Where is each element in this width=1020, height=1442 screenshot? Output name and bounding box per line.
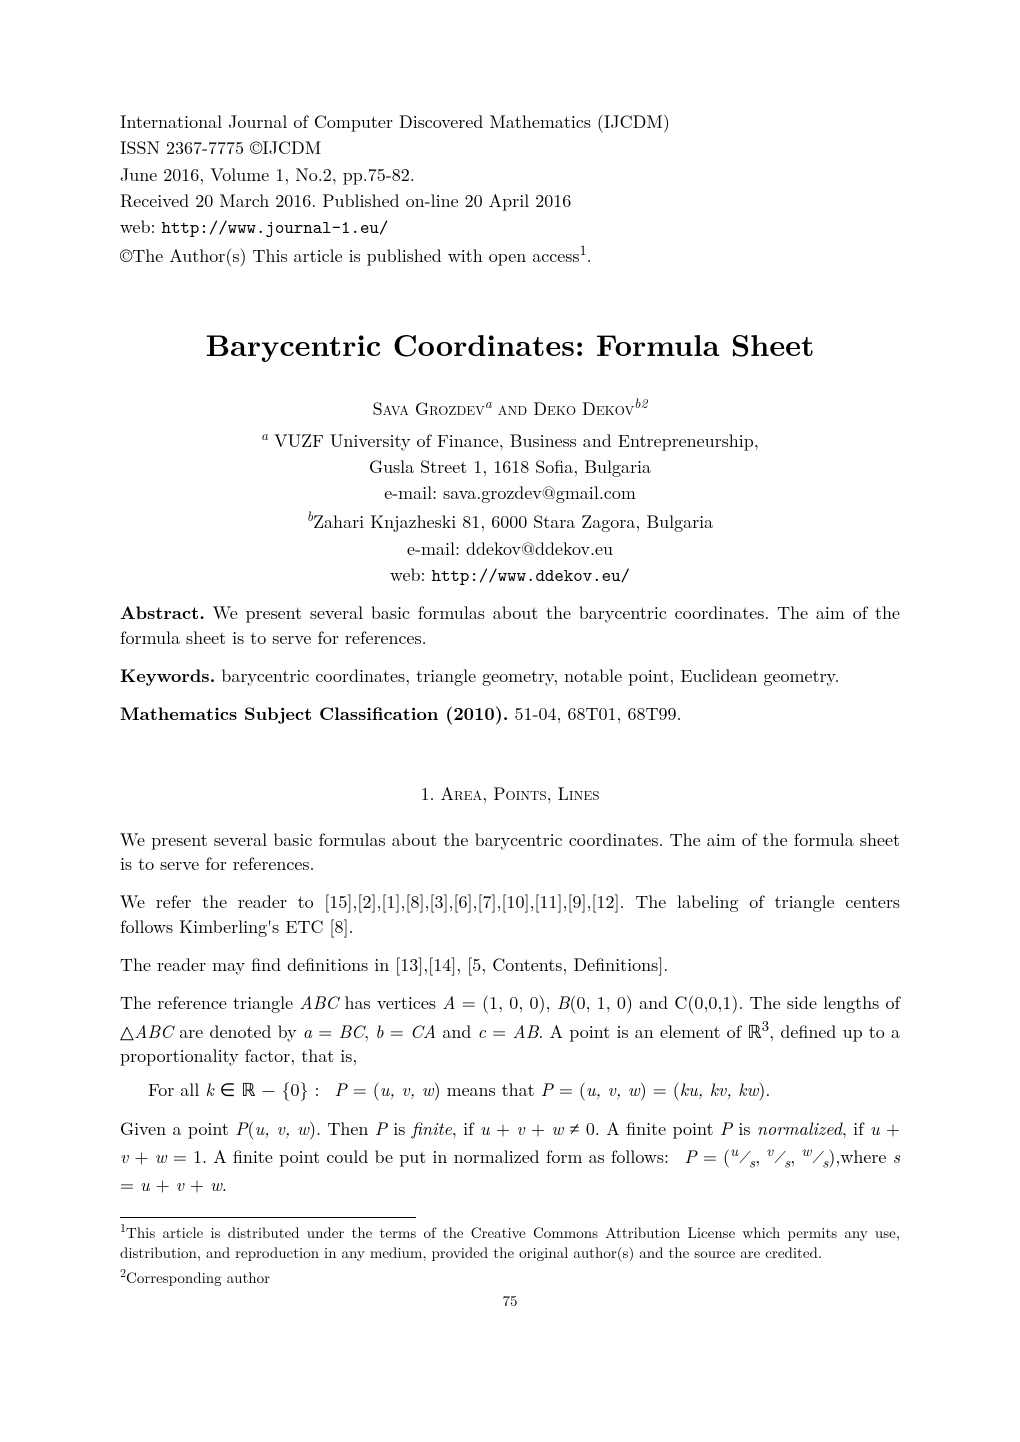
footnote-2: 2Corresponding author: [120, 1265, 900, 1288]
keywords: Keywords. barycentric coordinates, trian…: [120, 664, 900, 688]
authors-and: and: [492, 396, 533, 421]
footnotes: 1This article is distributed under the t…: [120, 1220, 900, 1311]
footnote-2-text: Corresponding author: [126, 1267, 270, 1288]
section-1-p1: We present several basic formulas about …: [120, 828, 900, 877]
issn-line: ISSN 2367-7775 ©IJCDM: [120, 136, 900, 160]
page-number: 75: [120, 1291, 900, 1311]
affiliation-a-line2: Gusla Street 1, 1618 Sofia, Bulgaria: [120, 455, 900, 479]
affiliation-a-line1: a VUZF University of Finance, Business a…: [120, 426, 900, 453]
author-1-affil-mark: a: [485, 393, 492, 412]
section-1-display-eq: For all k ∈ ℝ − {0} : P = (u, v, w) mean…: [148, 1078, 900, 1102]
msc-text: 51-04, 68T01, 68T99.: [509, 701, 682, 726]
section-1-p3: The reader may find definitions in [13],…: [120, 953, 900, 977]
license-line: ©The Author(s) This article is published…: [120, 241, 900, 268]
journal-header: International Journal of Computer Discov…: [120, 110, 900, 269]
abstract: Abstract. We present several basic formu…: [120, 601, 900, 650]
section-1-p5: Given a point P(u, v, w). Then P is fini…: [120, 1117, 900, 1197]
footnote-1-text: This article is distributed under the te…: [120, 1222, 900, 1263]
affil-b-text: Zahari Knjazheski 81, 6000 Stara Zagora,…: [313, 509, 713, 534]
abstract-label: Abstract.: [120, 600, 205, 625]
web-url: http://www.journal-1.eu/: [162, 215, 389, 239]
license-prefix: ©The Author(s) This article is published…: [120, 243, 579, 268]
section-1-heading: 1. Area, Points, Lines: [120, 782, 900, 806]
msc-label: Mathematics Subject Classification (2010…: [120, 701, 509, 726]
section-1-p2: We refer the reader to [15],[2],[1],[8],…: [120, 890, 900, 939]
author-1: Sava Grozdev: [373, 396, 485, 421]
issue-line: June 2016, Volume 1, No.2, pp.75-82.: [120, 163, 900, 187]
email-b: e-mail: ddekov@ddekov.eu: [120, 537, 900, 561]
journal-name: International Journal of Computer Discov…: [120, 110, 900, 134]
authors-line: Sava Grozdeva and Deko Dekovb2: [120, 394, 900, 421]
web-label: web:: [120, 214, 162, 239]
affil-a-text: VUZF University of Finance, Business and…: [268, 428, 759, 453]
author-web: web: http://www.ddekov.eu/: [120, 563, 900, 587]
web-line: web: http://www.journal-1.eu/: [120, 215, 900, 239]
section-1-p4: The reference triangle ABC has vertices …: [120, 991, 900, 1068]
paper-title: Barycentric Coordinates: Formula Sheet: [120, 324, 900, 365]
email-a: e-mail: sava.grozdev@gmail.com: [120, 481, 900, 505]
author-web-url: http://www.ddekov.eu/: [432, 563, 630, 587]
msc: Mathematics Subject Classification (2010…: [120, 702, 900, 726]
license-suffix: .: [587, 243, 592, 268]
received-line: Received 20 March 2016. Published on-lin…: [120, 189, 900, 213]
author-2: Deko Dekov: [533, 396, 634, 421]
footnote-1: 1This article is distributed under the t…: [120, 1220, 900, 1264]
license-footnote-mark: 1: [579, 240, 586, 260]
keywords-text: barycentric coordinates, triangle geomet…: [215, 663, 839, 688]
keywords-label: Keywords.: [120, 663, 215, 688]
author-2-affil-mark: b2: [634, 393, 647, 412]
author-web-label: web:: [390, 562, 432, 587]
affiliation-b: bZahari Knjazheski 81, 6000 Stara Zagora…: [120, 507, 900, 534]
abstract-text: We present several basic formulas about …: [120, 600, 900, 649]
